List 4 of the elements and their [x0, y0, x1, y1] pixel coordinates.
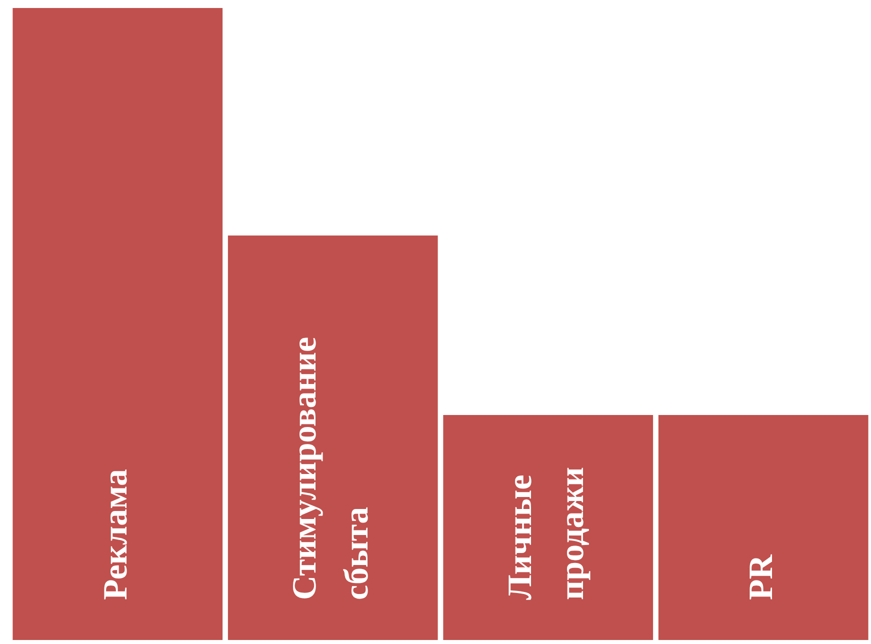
x-tick-label: PR: [743, 554, 780, 600]
x-tick-label: Реклама: [97, 468, 134, 600]
x-tick-label: Личные продажи: [502, 467, 591, 600]
x-tick-label: Стимулирование сбыта: [286, 336, 376, 600]
